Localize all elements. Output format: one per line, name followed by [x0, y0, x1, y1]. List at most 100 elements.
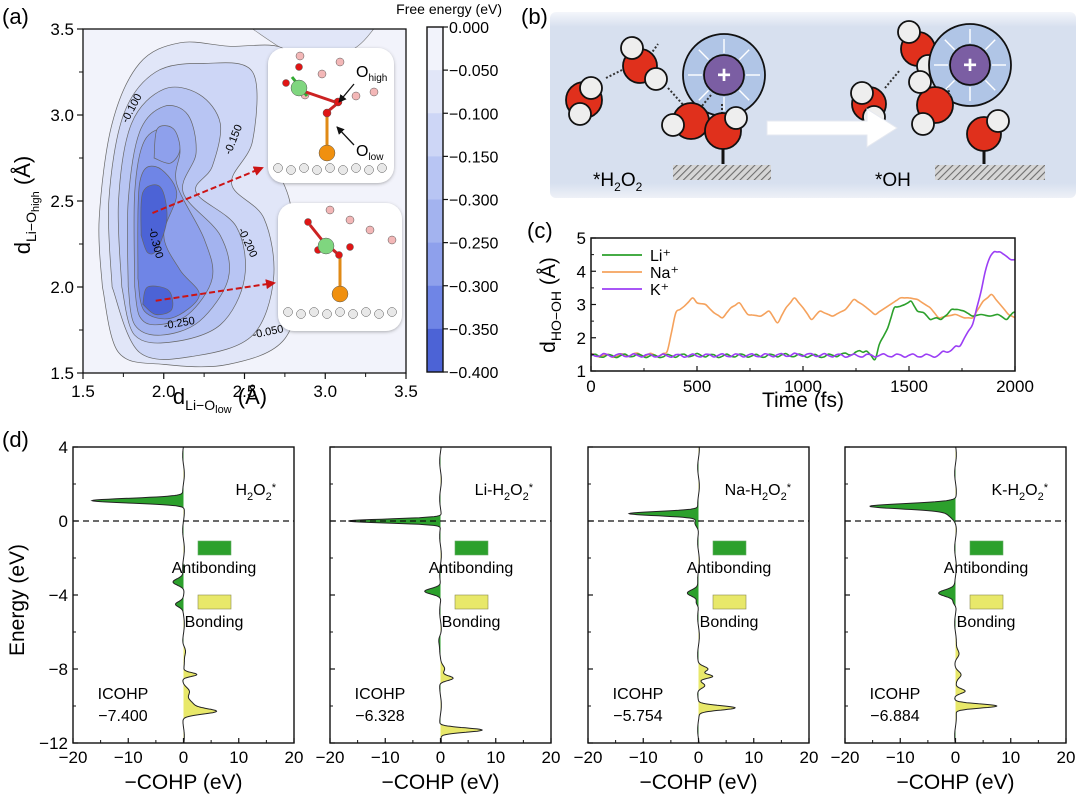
y-tick-label: 2.0 [50, 278, 74, 297]
carbon-atom [348, 309, 358, 319]
hydrogen-bond [667, 87, 687, 109]
x-axis-label: −COHP (eV) [896, 771, 1014, 794]
x-tick-label: 20 [800, 748, 819, 767]
oh-hydrogen [911, 112, 935, 136]
carbon-atom [374, 309, 384, 319]
y-tick-label: −4 [49, 586, 68, 605]
colorbar: 0.000 −0.050 −0.100 −0.150 −0.300 −0.250 −0.30… [426, 20, 498, 382]
colorbar-segment [427, 70, 443, 114]
system-title: K-H2O2* [991, 482, 1048, 503]
solvent-atom [351, 91, 361, 101]
x-tick-label: 20 [542, 748, 561, 767]
legend-swatch-bonding [454, 594, 489, 610]
label-oh: *OH [875, 170, 911, 191]
water-hydrogen [897, 20, 921, 44]
oxygen-atom [335, 251, 343, 259]
carbon-atom [322, 309, 332, 319]
panel-label-a: (a) [2, 4, 29, 29]
icohp-value: −6.884 [870, 708, 919, 725]
x-tick-label: 20 [1057, 748, 1076, 767]
field-arrow-icon [738, 89, 750, 101]
legend-label-antibonding: Antibonding [944, 560, 1029, 577]
x-tick-label: 0 [436, 748, 445, 767]
metal-atom [318, 144, 336, 162]
x-tick-label: 10 [744, 748, 763, 767]
solvent-atom [365, 225, 375, 235]
hydrogen-bond [647, 43, 659, 59]
legend-label-antibonding: Antibonding [429, 560, 514, 577]
colorbar-segment [427, 285, 443, 330]
colorbar-tick-label: −0.050 [449, 63, 498, 80]
field-arrow-icon [738, 49, 750, 61]
legend-label-bonding: Bonding [700, 614, 759, 631]
y-axis-label-a: dLi−Ohigh (Å) [10, 156, 42, 254]
solvent-atom [387, 235, 397, 245]
carbon-atom [387, 307, 397, 317]
solvent-atom [345, 215, 355, 225]
colorbar-segment [427, 242, 443, 287]
colorbar-segment [427, 199, 443, 244]
panel-label-d: (d) [2, 427, 29, 452]
hydrogen-bond [605, 69, 623, 79]
x-tick-label: 2000 [996, 377, 1034, 396]
x-axis-label: −COHP (eV) [381, 771, 499, 794]
legend-label: K⁺ [650, 282, 669, 299]
x-axis-label: −COHP (eV) [639, 771, 757, 794]
x-tick-label: 10 [1001, 748, 1020, 767]
y-axis-label-d: Energy (eV) [6, 544, 29, 656]
x-axis-label: −COHP (eV) [124, 771, 242, 794]
solvent-atom [325, 205, 335, 215]
carbon-atom [338, 165, 348, 175]
hydrogen-bond [947, 87, 951, 97]
system-title: Li-H2O2* [475, 482, 534, 503]
contour-label: -0.250 [163, 315, 196, 332]
field-arrow-icon [698, 49, 710, 61]
y-tick-label: 2 [577, 329, 586, 348]
legend-label-bonding: Bonding [442, 614, 501, 631]
cohp-subplot-3: −20 −10 0 10 20 −COHP (eV) Na-H2O2* Antibonding… [574, 446, 819, 794]
contour-level-7 [140, 184, 168, 255]
water-hydrogen [644, 67, 668, 91]
cation [949, 44, 991, 86]
x-tick-label: −10 [114, 748, 143, 767]
x-tick-label: 2.5 [233, 382, 257, 401]
y-tick-label: 4 [59, 438, 68, 457]
carbon-atom [361, 307, 371, 317]
legend-label-bonding: Bonding [957, 614, 1016, 631]
x-tick-label: 0 [586, 377, 595, 396]
x-tick-label: 1000 [784, 377, 822, 396]
lithium-atom [317, 237, 335, 255]
carbon-atom [377, 163, 387, 173]
y-tick-label: −12 [39, 734, 68, 753]
colorbar-tick-label: −0.350 [449, 322, 498, 339]
carbon-atom [309, 307, 319, 317]
arrow-o-high [338, 83, 355, 103]
carbon-atom [296, 309, 306, 319]
series-line-k [590, 250, 1016, 359]
cohp-curve [869, 447, 998, 743]
colorbar-segment [427, 113, 443, 157]
x-tick-label: 0 [951, 748, 960, 767]
x-tick-label: 1500 [890, 377, 928, 396]
arrow-o-low [336, 126, 355, 146]
x-tick-label: −20 [831, 748, 860, 767]
cation [703, 54, 745, 96]
bonding-fill [183, 447, 217, 743]
system-title: H2O2* [235, 482, 276, 503]
surface-left [673, 165, 771, 180]
x-tick-label: 0 [179, 748, 188, 767]
colorbar-tick-label: −0.250 [449, 236, 498, 253]
cohp-subplot-1: −20 −10 0 10 20 4 0 −4 −8 −12 −COHP (eV) H2O2* Antib… [39, 438, 303, 794]
colorbar-tick-label: −0.300 [449, 279, 498, 296]
x-tick-label: 3.5 [394, 382, 418, 401]
icohp-value: −5.754 [613, 708, 662, 725]
lithium-atom [290, 79, 308, 97]
oh-hydrogen [908, 70, 932, 94]
solvent-atom [317, 69, 327, 79]
colorbar-segment [427, 27, 443, 71]
carbon-atom [286, 165, 296, 175]
x-axis-label-a: dLi−Olow (Å) [173, 384, 267, 416]
panel-label-c: (c) [527, 218, 553, 243]
y-tick-label: 3.5 [50, 20, 74, 39]
panel-b-schematic: (b) + + *H2O2 *OH [521, 4, 1076, 198]
